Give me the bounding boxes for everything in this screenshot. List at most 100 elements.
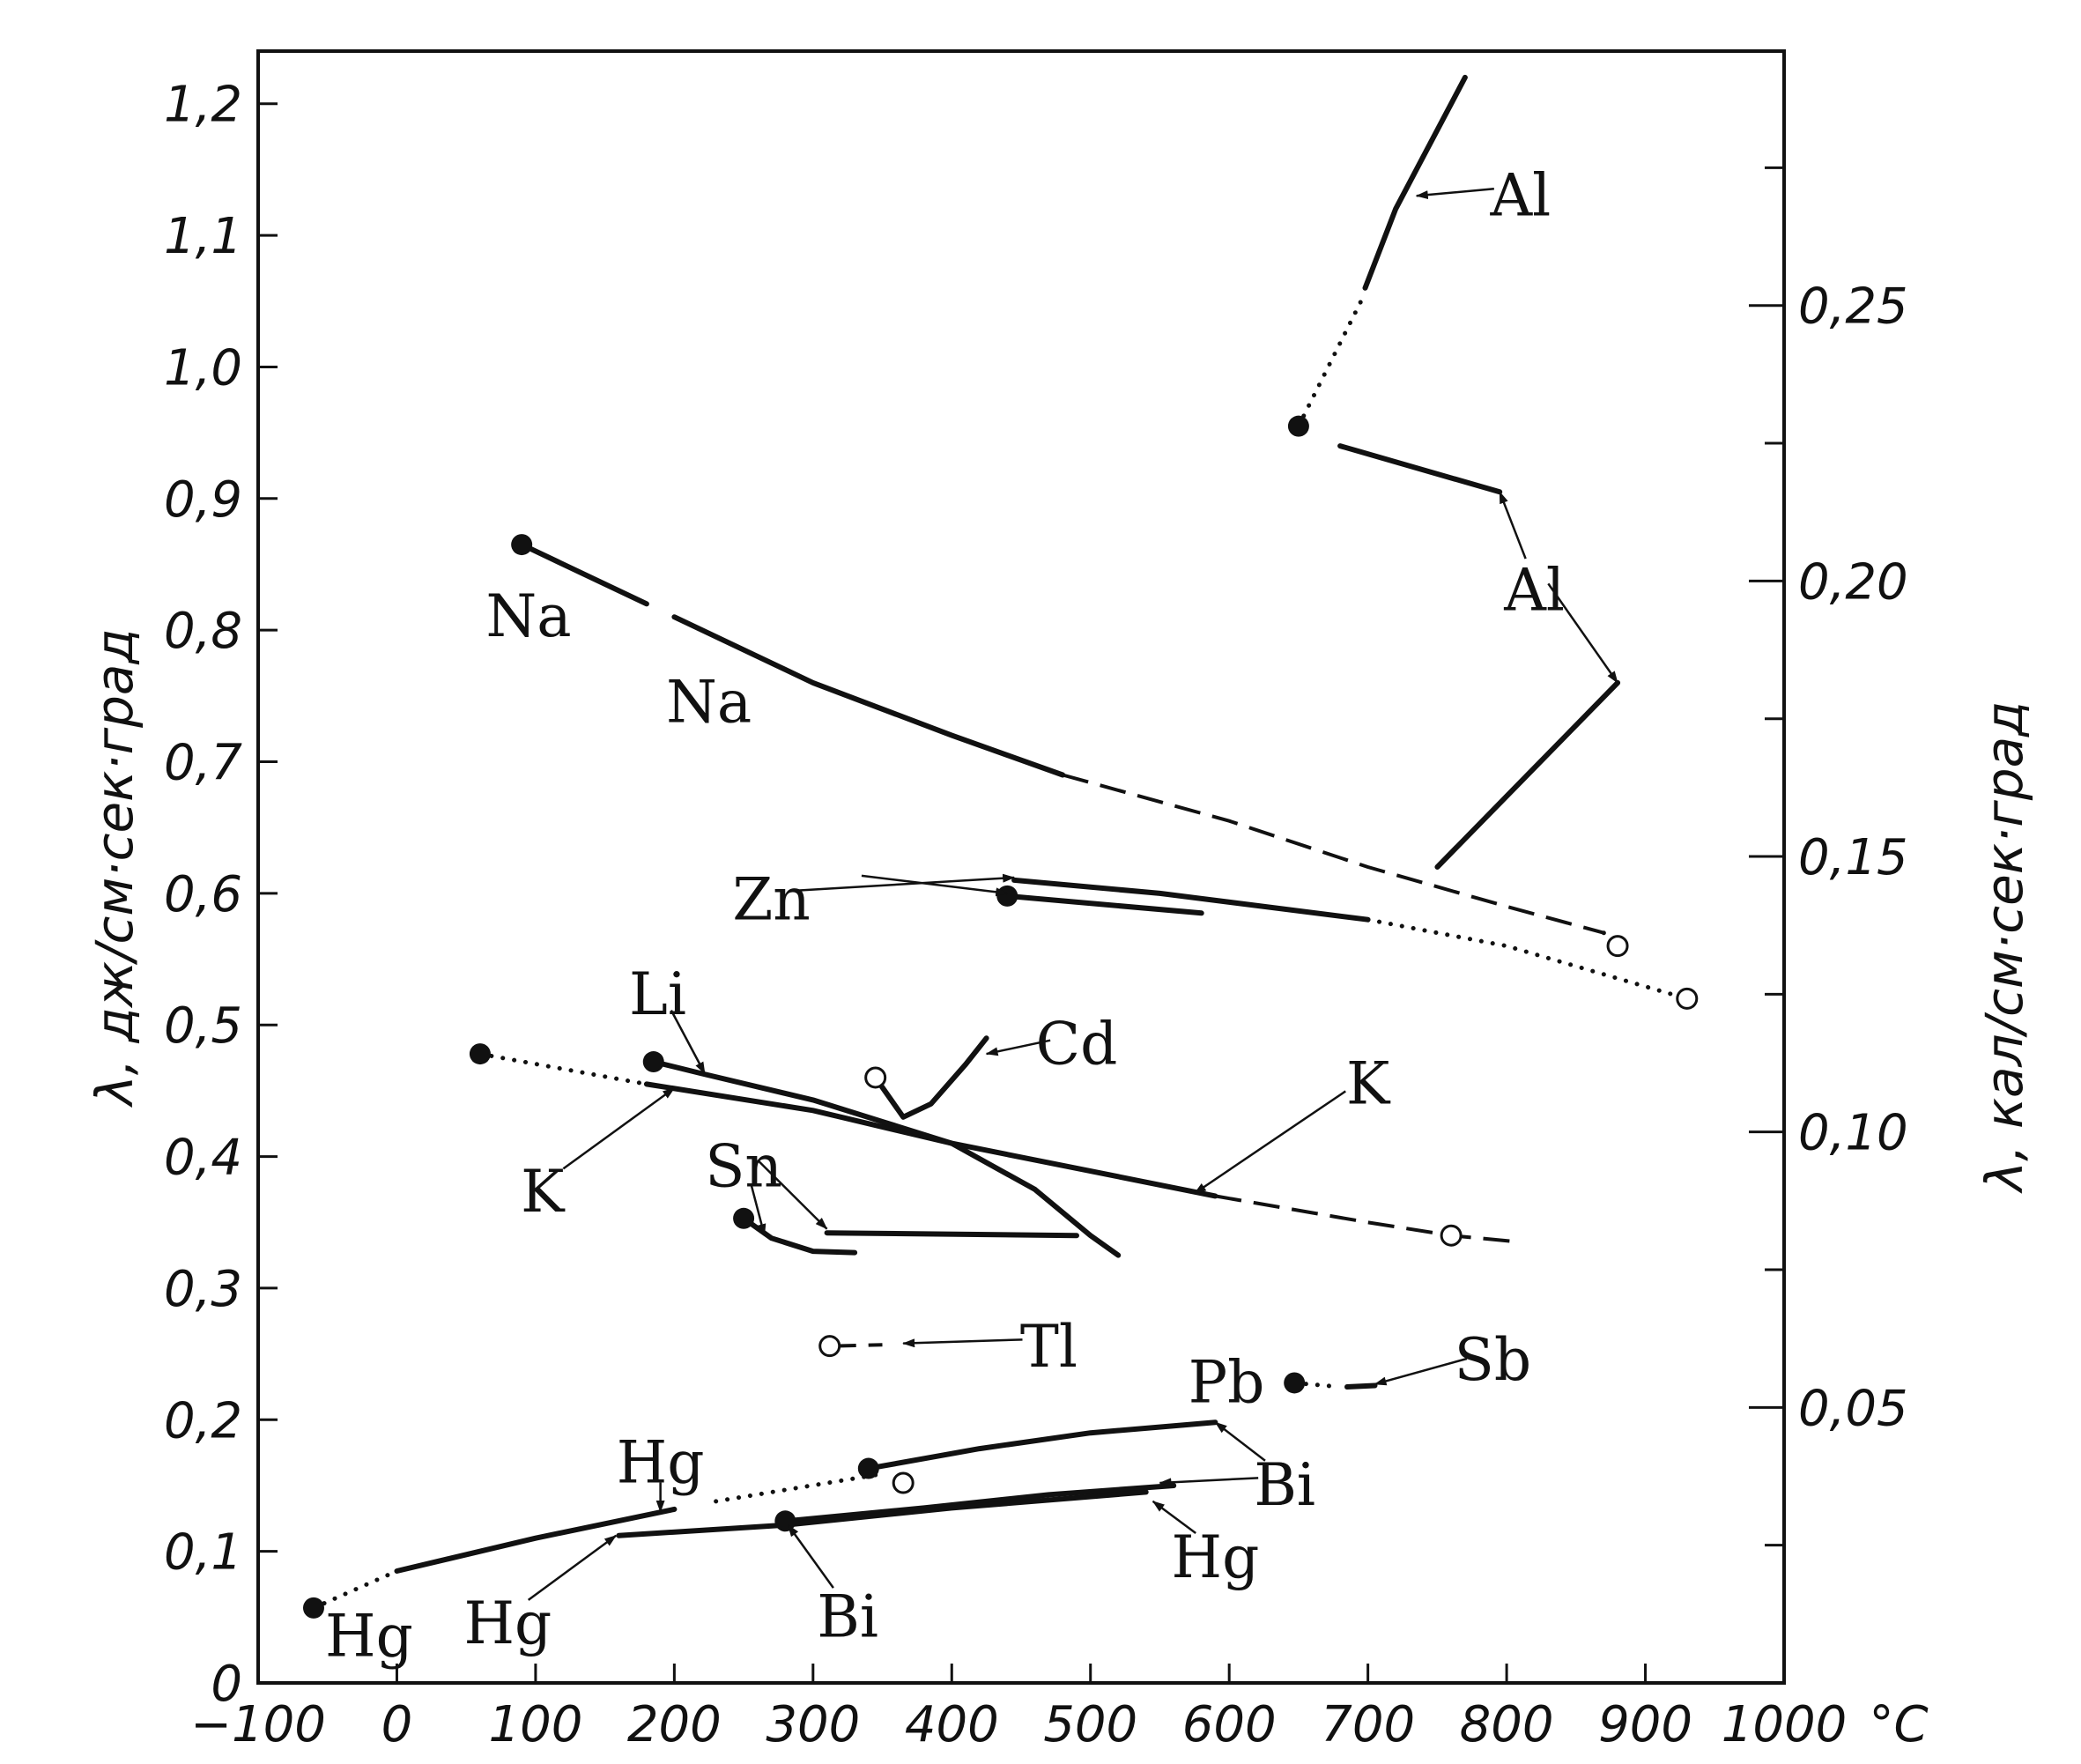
y-tick-label: 1,0 bbox=[164, 339, 242, 397]
element-label-k: K bbox=[1346, 1049, 1391, 1117]
element-label-hg: Hg bbox=[1172, 1523, 1260, 1591]
annotation-arrow bbox=[985, 1039, 1051, 1056]
x-tick-label: 100 bbox=[488, 1696, 582, 1753]
point-open-marker bbox=[864, 1066, 887, 1089]
series-bi-solid bbox=[782, 1483, 1177, 1524]
point-filled-marker bbox=[469, 1043, 491, 1065]
y-tick-label: 0,1 bbox=[164, 1524, 242, 1582]
point-open-marker bbox=[1440, 1224, 1463, 1247]
y-tick-label: 0,6 bbox=[164, 866, 242, 923]
point-open-marker bbox=[1676, 987, 1699, 1010]
annotation-arrow bbox=[861, 874, 1009, 897]
annotation-arrow bbox=[670, 1010, 707, 1075]
series-al-dotted bbox=[1296, 299, 1364, 429]
data-markers bbox=[302, 415, 1699, 1619]
y2-tick-label: 0,15 bbox=[1798, 829, 1908, 886]
y-tick-label: 0,9 bbox=[164, 471, 242, 529]
point-filled-marker bbox=[733, 1207, 755, 1229]
plot-frame bbox=[256, 49, 1786, 1685]
y-tick-label: 0,3 bbox=[164, 1261, 242, 1318]
point-filled-marker bbox=[511, 534, 533, 556]
annotation-arrow bbox=[1159, 1477, 1259, 1487]
element-label-bi: Bi bbox=[1254, 1451, 1315, 1519]
series-pb-dotted bbox=[1292, 1381, 1343, 1390]
series-zn-solid bbox=[1011, 877, 1371, 923]
point-filled-marker bbox=[996, 885, 1018, 907]
y2-tick-label: 0,20 bbox=[1798, 553, 1908, 611]
series-al-solid bbox=[1362, 74, 1468, 291]
element-label-sn: Sn bbox=[705, 1133, 782, 1201]
annotation-arrow bbox=[562, 1086, 676, 1170]
x-tick-label: 700 bbox=[1321, 1696, 1415, 1753]
x-tick-label: 1000 bbox=[1722, 1696, 1848, 1753]
series-na-solid bbox=[519, 542, 649, 607]
element-label-na: Na bbox=[666, 668, 752, 736]
x-tick-label: 600 bbox=[1182, 1696, 1277, 1753]
series-k-solid bbox=[643, 1081, 1218, 1199]
x-tick-label: 800 bbox=[1460, 1696, 1554, 1753]
x-tick-label: 400 bbox=[905, 1696, 999, 1753]
annotation-arrow bbox=[750, 1184, 766, 1237]
element-label-hg: Hg bbox=[464, 1590, 552, 1657]
annotation-arrow bbox=[902, 1338, 1023, 1348]
element-label-tl: Tl bbox=[1020, 1313, 1078, 1381]
y-tick-label: 0,8 bbox=[164, 603, 242, 660]
element-label-zn: Zn bbox=[732, 865, 810, 933]
annotation-arrow bbox=[1152, 1500, 1196, 1534]
series-na-solid bbox=[671, 614, 1066, 778]
y-tick-label: 1,2 bbox=[164, 77, 242, 134]
point-filled-marker bbox=[302, 1597, 324, 1619]
y-axis-label-left: λ, дж/см·сек·град bbox=[85, 628, 144, 1108]
y2-tick-label: 0,10 bbox=[1798, 1105, 1908, 1162]
point-open-marker bbox=[818, 1335, 841, 1358]
point-filled-marker bbox=[1284, 1372, 1306, 1394]
element-label-na: Na bbox=[485, 582, 571, 650]
point-filled-marker bbox=[857, 1457, 879, 1479]
annotation-arrow bbox=[787, 1523, 834, 1589]
y-tick-label: 0,7 bbox=[164, 735, 242, 792]
series-cd-solid bbox=[872, 1035, 989, 1120]
x-tick-label: 300 bbox=[766, 1696, 860, 1753]
element-label-al: Al bbox=[1503, 556, 1565, 624]
point-open-marker bbox=[892, 1471, 915, 1494]
element-label-pb: Pb bbox=[1189, 1348, 1265, 1416]
annotation-arrow bbox=[756, 1159, 828, 1230]
annotation-arrow bbox=[1415, 188, 1494, 200]
annotation-arrow bbox=[1499, 491, 1527, 560]
element-label-sb: Sb bbox=[1455, 1326, 1531, 1394]
annotation-arrow bbox=[527, 1534, 618, 1601]
y-axis-label-right: λ, кал/см·сек·град bbox=[1974, 701, 2034, 1194]
series-na-dashed bbox=[1062, 773, 1604, 935]
series-hg-solid bbox=[394, 1506, 678, 1574]
y-tick-label: 0 bbox=[211, 1656, 242, 1713]
annotation-arrow bbox=[1214, 1421, 1266, 1462]
series-sn-solid bbox=[824, 1230, 1079, 1239]
annotation-arrow bbox=[1547, 582, 1619, 684]
series-al-solid bbox=[1434, 679, 1621, 870]
y-tick-label: 1,1 bbox=[164, 208, 242, 265]
series-hg-dotted bbox=[311, 1568, 399, 1611]
element-label-bi: Bi bbox=[1254, 1451, 1315, 1519]
series-zn-dotted bbox=[1366, 917, 1690, 1001]
annotation-arrow bbox=[1193, 1090, 1346, 1195]
series-bi-solid bbox=[865, 1419, 1218, 1471]
series-zn-solid bbox=[1004, 893, 1204, 916]
series-hg-solid bbox=[616, 1489, 1149, 1538]
y2-tick-label: 0,05 bbox=[1798, 1380, 1908, 1437]
series-k-dashed bbox=[1215, 1194, 1521, 1244]
element-label-k: K bbox=[521, 1158, 566, 1226]
element-label-al: Al bbox=[1489, 161, 1551, 229]
point-filled-marker bbox=[1287, 415, 1309, 437]
series-sb-solid bbox=[1344, 1382, 1378, 1390]
data-series bbox=[311, 74, 1690, 1611]
series-hg-dotted bbox=[714, 1472, 878, 1504]
series-al-solid bbox=[1337, 443, 1503, 495]
x-tick-label: 0 bbox=[381, 1696, 413, 1753]
annotation-arrow bbox=[1374, 1357, 1468, 1386]
x-axis-unit: °C bbox=[1869, 1696, 1928, 1753]
y2-tick-label: 0,25 bbox=[1798, 278, 1908, 336]
x-tick-label: −100 bbox=[190, 1696, 326, 1753]
annotation-arrow bbox=[797, 873, 1016, 892]
x-tick-label: 200 bbox=[627, 1696, 722, 1753]
